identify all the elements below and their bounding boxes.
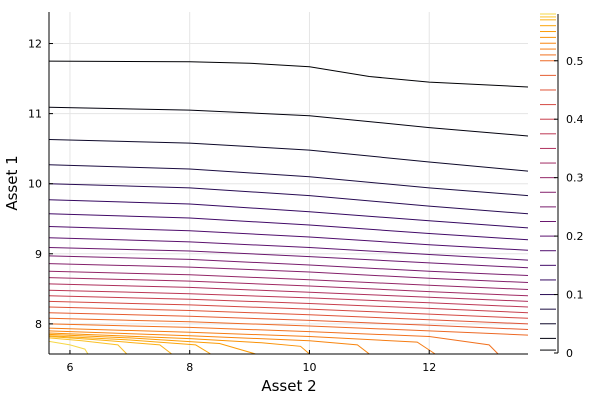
colorbar-tick-label-2: 0.2: [566, 230, 584, 243]
colorbar-tick-label-1: 0.1: [566, 289, 584, 302]
contour-line-19: [48, 312, 529, 330]
contour-line-1: [48, 106, 529, 137]
axes: [48, 12, 528, 355]
x-tick-label-2: 10: [302, 361, 316, 374]
x-axis-title: Asset 2: [261, 377, 316, 395]
colorbar: 0 0.1 0.2 0.3 0.4 0.5: [540, 13, 584, 360]
contour-line-27: [48, 336, 173, 355]
contour-line-9: [48, 247, 529, 269]
contour-line-25: [48, 333, 256, 355]
contour-line-10: [48, 255, 529, 276]
contour-line-5: [48, 199, 529, 229]
contour-line-21: [48, 323, 499, 355]
contour-line-28: [48, 337, 128, 355]
contour-line-22: [48, 327, 436, 355]
y-tick-label-4: 12: [28, 38, 42, 51]
contour-line-17: [48, 300, 529, 319]
contour-line-24: [48, 332, 310, 355]
contour-line-18: [48, 306, 529, 325]
y-tick-label-0: 8: [35, 318, 42, 331]
y-tick-label-1: 9: [35, 248, 42, 261]
colorbar-tick-label-3: 0.3: [566, 172, 584, 185]
contour-line-15: [48, 289, 529, 308]
contour-line-20: [48, 317, 529, 336]
colorbar-tick-label-5: 0.5: [566, 55, 584, 68]
contour-line-13: [48, 277, 529, 297]
y-axis-title: Asset 1: [3, 155, 21, 210]
colorbar-tick-label-4: 0.4: [566, 113, 584, 126]
y-tick-label-3: 11: [28, 108, 42, 121]
contour-line-2: [48, 139, 529, 172]
x-tick-label-1: 8: [186, 361, 193, 374]
contour-line-11: [48, 263, 529, 283]
y-tick-label-2: 10: [28, 178, 42, 191]
y-ticks: 8 9 10 11 12: [28, 38, 53, 331]
x-ticks: 6 8 10 12: [66, 350, 436, 374]
grid: [49, 12, 528, 354]
contour-line-12: [48, 270, 529, 290]
contour-line-3: [48, 164, 529, 197]
contour-lines: [48, 60, 529, 355]
contour-line-26: [48, 335, 211, 355]
contour-line-4: [48, 183, 529, 215]
contour-line-8: [48, 237, 529, 261]
x-tick-label-3: 12: [422, 361, 436, 374]
contour-line-14: [48, 283, 529, 302]
contour-line-0: [48, 60, 529, 88]
x-tick-label-0: 6: [66, 361, 73, 374]
contour-line-6: [48, 213, 529, 241]
contour-line-7: [48, 226, 529, 251]
contour-line-23: [48, 330, 370, 355]
contour-line-29: [48, 340, 89, 355]
contour-line-16: [48, 295, 529, 314]
colorbar-tick-label-0: 0: [566, 347, 573, 360]
